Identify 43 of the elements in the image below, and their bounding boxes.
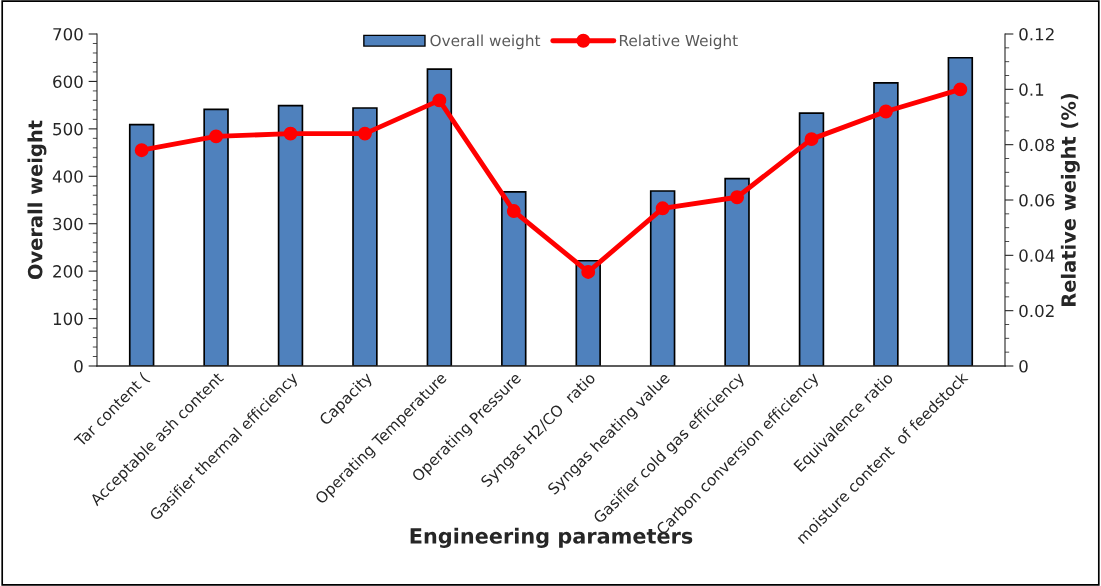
y-tick-label: 100 [53,312,83,326]
y-tick-label: 500 [53,122,83,136]
y2-tick-label: 0 [1019,359,1028,373]
y-tick-label: 600 [53,75,83,88]
point [878,104,893,119]
legend-label: Overall weight [430,34,541,50]
bar [873,82,899,366]
y-tick-label: 300 [53,217,83,231]
point [209,129,224,144]
point [506,204,521,219]
point [655,201,670,216]
y-tick-label: 200 [53,265,83,278]
y2-tick-label: 0.12 [1019,27,1054,41]
bar [947,56,974,366]
bar [649,190,676,366]
bar [575,259,601,366]
y2-tick-label: 0.1 [1019,83,1044,96]
point [804,132,819,147]
y-tick-label: 700 [53,27,83,41]
y2-axis-title: Relative weight (%) [1060,93,1080,306]
bar [352,107,378,366]
point [357,126,372,141]
bar [203,108,229,366]
bar [426,68,453,366]
bar [724,177,750,366]
y2-tick-label: 0.02 [1019,304,1054,318]
y2-tick-label: 0.04 [1019,249,1055,262]
point [581,264,596,279]
point [134,143,149,158]
bar [798,112,825,366]
y-tick-label: 0 [74,359,83,373]
point [283,126,298,141]
y-tick-label: 400 [52,170,83,183]
bar [277,104,304,366]
point [730,190,745,205]
bar [501,191,527,366]
point [953,82,968,97]
y-axis-title: Overall weight [27,120,47,280]
point [432,93,447,108]
y2-tick-label: 0.08 [1019,138,1055,152]
y2-tick-label: 0.06 [1019,193,1055,207]
legend-label: Relative Weight [619,34,738,50]
bar [128,123,155,366]
